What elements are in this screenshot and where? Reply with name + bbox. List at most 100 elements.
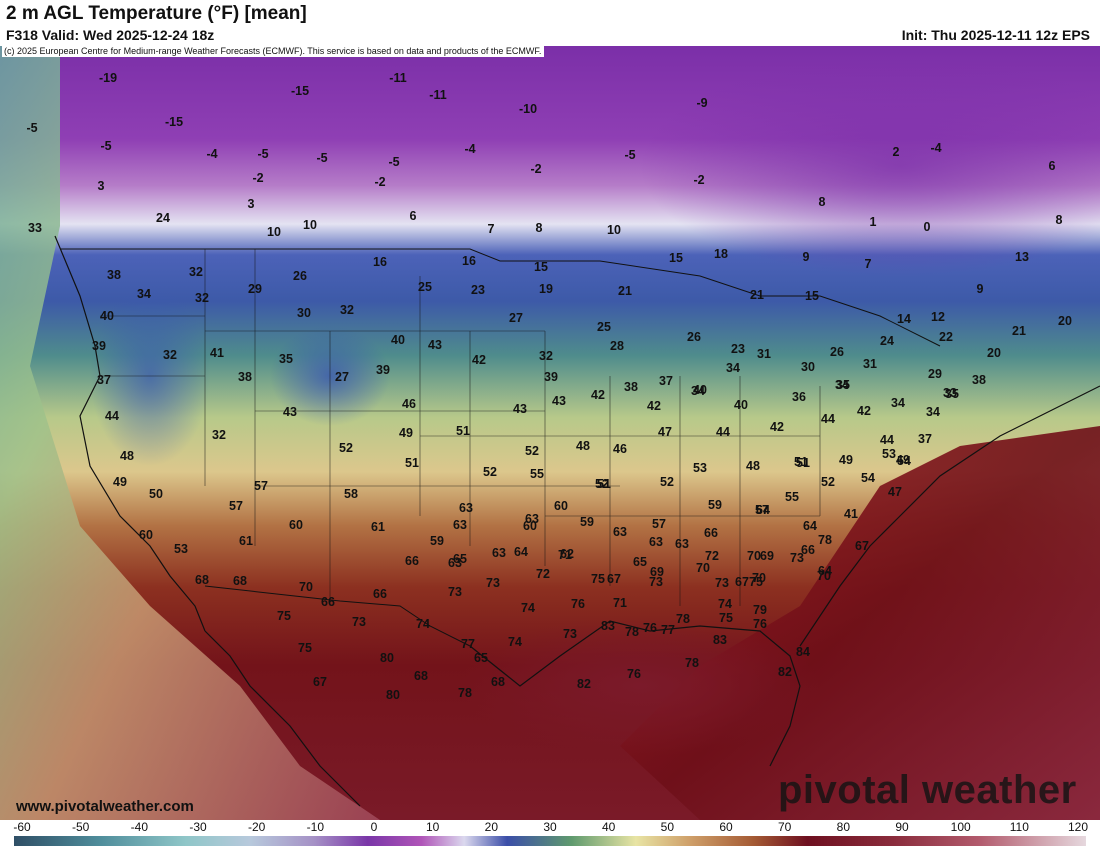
temperature-value-label: 10 bbox=[303, 218, 317, 232]
temperature-value-label: 78 bbox=[676, 612, 690, 626]
temperature-value-label: 83 bbox=[713, 633, 727, 647]
temperature-value-label: 51 bbox=[796, 456, 810, 470]
map-title: 2 m AGL Temperature (°F) [mean] bbox=[6, 3, 307, 24]
temperature-value-label: 57 bbox=[652, 517, 666, 531]
temperature-value-label: 51 bbox=[597, 477, 611, 491]
temperature-value-label: 49 bbox=[113, 475, 127, 489]
temperature-value-label: 60 bbox=[289, 518, 303, 532]
temperature-value-label: 59 bbox=[430, 534, 444, 548]
temperature-value-label: 74 bbox=[508, 635, 522, 649]
temperature-value-label: 49 bbox=[399, 426, 413, 440]
temperature-value-label: -4 bbox=[464, 142, 475, 156]
temperature-value-label: 37 bbox=[97, 373, 111, 387]
temperature-value-label: 64 bbox=[803, 519, 817, 533]
temperature-value-label: 42 bbox=[591, 388, 605, 402]
temperature-value-label: 40 bbox=[693, 383, 707, 397]
temperature-value-label: 55 bbox=[530, 467, 544, 481]
temperature-value-label: 20 bbox=[1058, 314, 1072, 328]
temperature-value-label: 70 bbox=[299, 580, 313, 594]
temperature-value-label: -15 bbox=[291, 84, 309, 98]
temperature-value-label: 57 bbox=[229, 499, 243, 513]
site-url-link[interactable]: www.pivotalweather.com bbox=[16, 798, 194, 815]
temperature-value-label: -5 bbox=[100, 139, 111, 153]
temperature-value-label: 60 bbox=[523, 519, 537, 533]
temperature-value-label: 9 bbox=[977, 282, 984, 296]
temperature-value-label: 27 bbox=[335, 370, 349, 384]
temperature-value-label: 32 bbox=[340, 303, 354, 317]
temperature-value-label: 72 bbox=[536, 567, 550, 581]
temperature-value-label: 26 bbox=[687, 330, 701, 344]
us-mexico-border bbox=[204, 585, 471, 647]
temperature-value-label: 6 bbox=[1049, 159, 1056, 173]
temperature-value-label: -5 bbox=[26, 121, 37, 135]
temperature-value-label: -4 bbox=[206, 147, 217, 161]
color-scale-tick-label: 120 bbox=[1067, 820, 1089, 834]
temperature-value-label: 15 bbox=[669, 251, 683, 265]
temperature-value-label: 67 bbox=[313, 675, 327, 689]
temperature-value-label: 75 bbox=[277, 609, 291, 623]
temperature-value-label: 73 bbox=[448, 585, 462, 599]
color-scale-tick-label: 20 bbox=[484, 820, 499, 834]
temperature-value-label: 82 bbox=[778, 665, 792, 679]
temperature-value-label: 34 bbox=[891, 396, 905, 410]
temperature-value-label: 38 bbox=[972, 373, 986, 387]
temperature-value-label: 79 bbox=[753, 603, 767, 617]
temperature-value-label: 52 bbox=[339, 441, 353, 455]
temperature-value-label: 3 bbox=[248, 197, 255, 211]
temperature-value-label: 51 bbox=[456, 424, 470, 438]
pacific-ocean bbox=[0, 46, 380, 820]
temperature-value-label: 2 bbox=[893, 145, 900, 159]
temperature-value-label: 23 bbox=[471, 283, 485, 297]
temperature-value-label: 61 bbox=[239, 534, 253, 548]
temperature-value-label: -4 bbox=[930, 141, 941, 155]
temperature-value-label: 32 bbox=[212, 428, 226, 442]
temperature-value-label: 78 bbox=[625, 625, 639, 639]
color-scale-tick-label: -10 bbox=[306, 820, 324, 834]
temperature-value-label: 34 bbox=[137, 287, 151, 301]
temperature-value-label: 40 bbox=[734, 398, 748, 412]
temperature-value-label: 73 bbox=[352, 615, 366, 629]
temperature-value-label: 32 bbox=[163, 348, 177, 362]
map-canvas: -19-15-15-11-11-10 -9-5-5-4 -5 -5 -5-4 -5-2 -2… bbox=[0, 46, 1100, 820]
temperature-value-label: 7 bbox=[488, 222, 495, 236]
temperature-value-label: 68 bbox=[233, 574, 247, 588]
us-canada-border bbox=[60, 248, 941, 347]
temperature-value-label: 31 bbox=[757, 347, 771, 361]
temperature-value-label: 53 bbox=[882, 447, 896, 461]
temperature-value-label: 20 bbox=[987, 346, 1001, 360]
temperature-value-label: 66 bbox=[801, 543, 815, 557]
temperature-value-label: 40 bbox=[391, 333, 405, 347]
temperature-value-label: -11 bbox=[429, 88, 446, 102]
temperature-value-label: 41 bbox=[210, 346, 224, 360]
temperature-value-label: 29 bbox=[928, 367, 942, 381]
color-scale-tick-label: 50 bbox=[660, 820, 675, 834]
temperature-value-label: 42 bbox=[647, 399, 661, 413]
temperature-value-label: 51 bbox=[405, 456, 419, 470]
color-scale-bar: -60 -50 -40 -30 -20 -10 0 10 20 30 40 50 60 70 80 90 100… bbox=[0, 820, 1100, 850]
temperature-value-label: 42 bbox=[857, 404, 871, 418]
temperature-value-label: 75 bbox=[298, 641, 312, 655]
temperature-value-label: 76 bbox=[643, 621, 657, 635]
temperature-value-label: 71 bbox=[613, 596, 627, 610]
color-scale-tick-label: 70 bbox=[777, 820, 792, 834]
temperature-value-label: 7 bbox=[865, 257, 872, 271]
temperature-value-label: 78 bbox=[685, 656, 699, 670]
temperature-value-label: 52 bbox=[483, 465, 497, 479]
temperature-value-label: 80 bbox=[380, 651, 394, 665]
temperature-value-label: 34 bbox=[691, 384, 705, 398]
temperature-value-label: 12 bbox=[931, 310, 945, 324]
temperature-value-label: 82 bbox=[577, 677, 591, 691]
temperature-value-label: 76 bbox=[627, 667, 641, 681]
temperature-value-label: -2 bbox=[252, 171, 263, 185]
temperature-value-label: 54 bbox=[897, 454, 911, 468]
color-scale-strip bbox=[14, 836, 1086, 846]
copyright-notice: (c) 2025 European Centre for Medium-rang… bbox=[2, 46, 545, 57]
temperature-value-label: 1 bbox=[870, 215, 877, 229]
temperature-value-label: 64 bbox=[514, 545, 528, 559]
temperature-value-label: 73 bbox=[790, 551, 804, 565]
temperature-value-label: -19 bbox=[99, 71, 117, 85]
temperature-value-label: 0 bbox=[924, 220, 931, 234]
temperature-value-label: 21 bbox=[1012, 324, 1026, 338]
temperature-value-label: 65 bbox=[453, 552, 467, 566]
temperature-value-label: 52 bbox=[595, 477, 609, 491]
